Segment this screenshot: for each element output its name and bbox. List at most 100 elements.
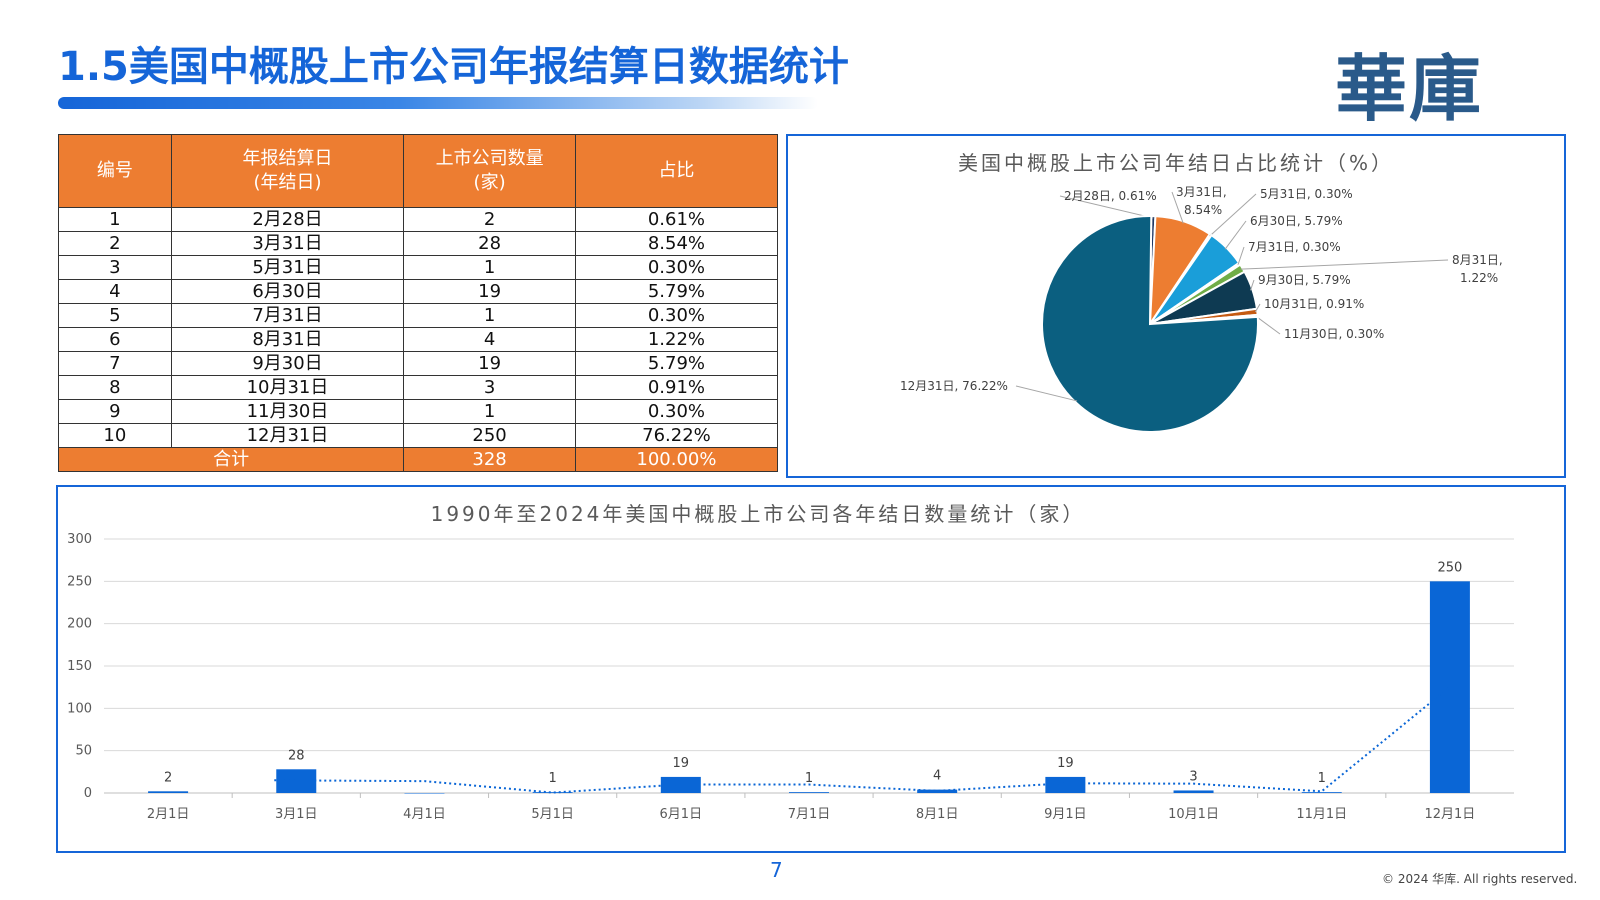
- header-cell: 占比: [574, 134, 779, 208]
- table-row: 7 9月30日 19 5.79%: [58, 351, 779, 376]
- table-cell: 2: [403, 207, 576, 232]
- settlement-date-table: 编号 年报结算日 (年结日) 上市公司数量 (家) 占比 1 2月28日 2 0.61% 2…: [57, 134, 779, 472]
- y-tick-label: 0: [84, 786, 92, 801]
- table-cell: 19: [403, 279, 576, 304]
- x-tick-label: 6月1日: [660, 807, 703, 822]
- table-cell: 4: [58, 279, 172, 304]
- table-cell: 10月31日: [170, 375, 405, 400]
- table-cell: 2月28日: [170, 207, 405, 232]
- pie-leader-line: [1255, 315, 1281, 335]
- y-tick-label: 300: [67, 532, 92, 547]
- page-title: 1.5美国中概股上市公司年报结算日数据统计: [58, 44, 849, 90]
- brand-logo: 華庫: [1335, 46, 1484, 131]
- pie-leader-line: [1254, 303, 1261, 313]
- table-cell: 3月31日: [170, 231, 405, 256]
- table-cell: 1: [403, 303, 576, 328]
- trendline: [274, 685, 1451, 794]
- x-tick-label: 5月1日: [531, 807, 574, 822]
- table-row: 4 6月30日 19 5.79%: [58, 279, 779, 304]
- header-cell: 上市公司数量 (家): [403, 134, 576, 208]
- pie-data-label: 8月31日, 1.22%: [1452, 253, 1503, 285]
- table-cell: 0.61%: [574, 207, 779, 232]
- table-cell: 1.22%: [574, 327, 779, 352]
- table-cell: 3: [58, 255, 172, 280]
- table-cell: 5.79%: [574, 351, 779, 376]
- table-cell: 7月31日: [170, 303, 405, 328]
- table-cell: 6月30日: [170, 279, 405, 304]
- table-row: 2 3月31日 28 8.54%: [58, 231, 779, 256]
- table-total-cell: 100.00%: [574, 447, 779, 472]
- table-cell: 8: [58, 375, 172, 400]
- header-cell: 年报结算日 (年结日): [170, 134, 405, 208]
- x-tick-label: 9月1日: [1044, 807, 1087, 822]
- table-cell: 8.54%: [574, 231, 779, 256]
- bar: [1429, 581, 1470, 793]
- bar-chart-panel: 1990年至2024年美国中概股上市公司各年结日数量统计（家） 0 50 100 150…: [56, 485, 1566, 853]
- table-cell: 250: [403, 423, 576, 448]
- y-tick-label: 200: [67, 617, 92, 632]
- bar: [660, 776, 701, 793]
- table-cell: 0.30%: [574, 255, 779, 280]
- table-cell: 11月30日: [170, 399, 405, 424]
- table-cell: 8月31日: [170, 327, 405, 352]
- bar: [1045, 776, 1086, 793]
- pie-data-label: 6月30日, 5.79%: [1250, 214, 1343, 228]
- table-total-cell: 328: [403, 447, 576, 472]
- y-tick-label: 250: [67, 574, 92, 589]
- table-cell: 4: [403, 327, 576, 352]
- bar-data-label: 2: [164, 770, 172, 785]
- bar-chart: 1990年至2024年美国中概股上市公司各年结日数量统计（家） 0 50 100 150…: [67, 502, 1514, 822]
- x-tick-label: 8月1日: [916, 807, 959, 822]
- pie-data-label: 7月31日, 0.30%: [1248, 240, 1341, 254]
- table-cell: 10: [58, 423, 172, 448]
- bar: [404, 793, 445, 794]
- pie-data-label: 5月31日, 0.30%: [1260, 187, 1353, 201]
- table-total-cell: 合计: [57, 447, 405, 472]
- bar-data-label: 19: [1057, 756, 1074, 771]
- page-number: 7: [770, 858, 783, 882]
- table-row: 6 8月31日 4 1.22%: [58, 327, 779, 352]
- table-cell: 1: [403, 255, 576, 280]
- pie-leader-line: [1209, 193, 1257, 237]
- table-cell: 5月31日: [170, 255, 405, 280]
- bar: [148, 791, 189, 793]
- bar-chart-title: 1990年至2024年美国中概股上市公司各年结日数量统计（家）: [431, 502, 1086, 526]
- table-row: 1 2月28日 2 0.61%: [58, 207, 779, 232]
- pie-chart-title: 美国中概股上市公司年结日占比统计（%）: [958, 151, 1394, 175]
- bar-data-label: 19: [673, 756, 690, 771]
- bar: [1173, 790, 1214, 793]
- copyright-text: © 2024 华库. All rights reserved.: [1382, 872, 1578, 886]
- table-cell: 19: [403, 351, 576, 376]
- table-row: 9 11月30日 1 0.30%: [58, 399, 779, 424]
- pie-leader-line: [1171, 191, 1184, 224]
- pie-chart-panel: 美国中概股上市公司年结日占比统计（%） 2月28日, 0.61% 3月31日, 8.5…: [786, 134, 1566, 478]
- pie-leader-line: [1015, 385, 1078, 402]
- pie-data-label: 11月30日, 0.30%: [1284, 327, 1384, 341]
- table-cell: 9月30日: [170, 351, 405, 376]
- pie-leader-line: [1240, 259, 1449, 270]
- bar: [532, 792, 573, 793]
- x-tick-label: 12月1日: [1424, 807, 1475, 822]
- table-cell: 5.79%: [574, 279, 779, 304]
- table-row: 8 10月31日 3 0.91%: [58, 375, 779, 400]
- pie-leader-line: [1224, 220, 1247, 250]
- bar-data-label: 4: [933, 769, 941, 784]
- bar: [1301, 792, 1342, 793]
- title-underline: [58, 97, 818, 109]
- bar-data-label: 28: [288, 748, 305, 763]
- pie-data-label: 2月28日, 0.61%: [1064, 189, 1157, 203]
- table-cell: 0.30%: [574, 399, 779, 424]
- y-tick-label: 50: [75, 744, 92, 759]
- table-cell: 1: [403, 399, 576, 424]
- pie-chart: 美国中概股上市公司年结日占比统计（%） 2月28日, 0.61% 3月31日, 8.5…: [900, 151, 1503, 433]
- bar-data-label: 1: [805, 771, 813, 786]
- table-cell: 6: [58, 327, 172, 352]
- pie-data-label: 3月31日, 8.54%: [1176, 185, 1227, 217]
- bar: [789, 792, 829, 793]
- table-cell: 0.30%: [574, 303, 779, 328]
- pie-data-label: 10月31日, 0.91%: [1264, 297, 1364, 311]
- bar: [276, 769, 317, 793]
- x-tick-label: 4月1日: [403, 807, 446, 822]
- x-tick-label: 2月1日: [147, 807, 190, 822]
- bar-data-label: 1: [1318, 771, 1326, 786]
